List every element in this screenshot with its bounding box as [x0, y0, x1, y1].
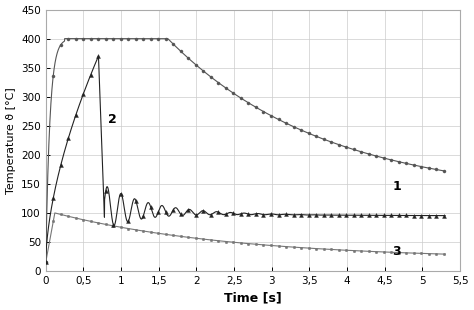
- X-axis label: Time [s]: Time [s]: [224, 291, 282, 304]
- Text: 2: 2: [108, 113, 116, 126]
- Y-axis label: Temperature ϑ [°C]: Temperature ϑ [°C]: [6, 87, 16, 194]
- Text: 3: 3: [392, 245, 401, 258]
- Text: 1: 1: [392, 180, 401, 193]
